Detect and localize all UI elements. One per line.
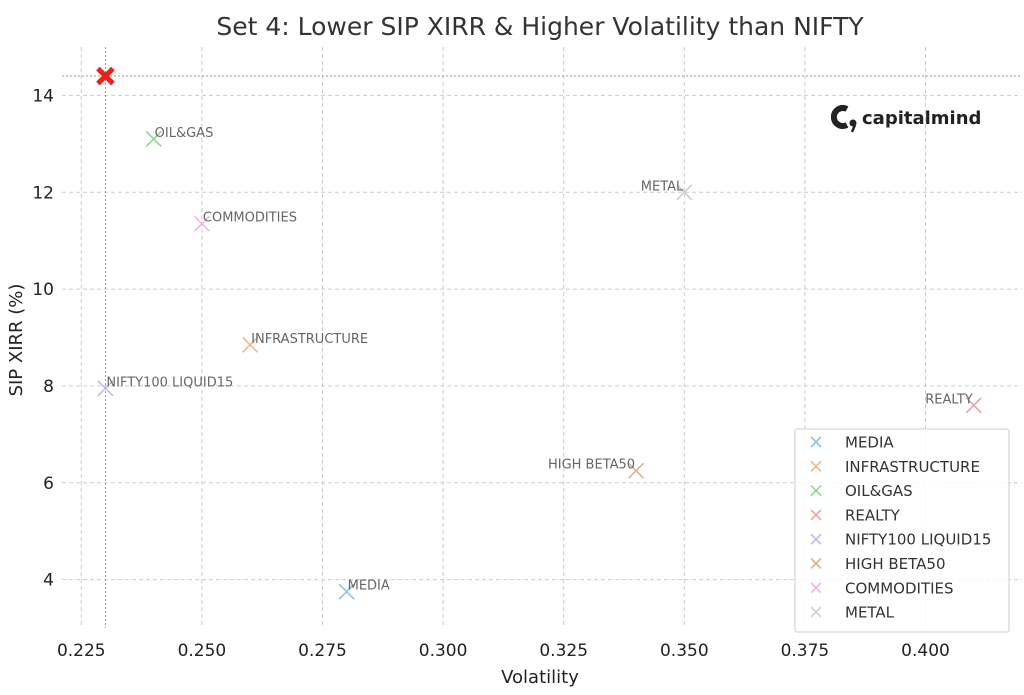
legend: MEDIA INFRASTRUCTURE OIL&GAS REALTY NIFTY100… [794, 428, 1010, 633]
y-tick-label: 8 [43, 377, 54, 397]
legend-label: REALTY [845, 506, 901, 524]
x-tick-label: 0.325 [539, 641, 588, 661]
x-tick-label: 0.250 [178, 641, 227, 661]
x-tick-label: 0.225 [57, 641, 106, 661]
x-tick-label: 0.300 [419, 641, 468, 661]
point-label: HIGH BETA50 [548, 458, 635, 473]
point-label: OIL&GAS [155, 126, 214, 141]
data-point-marker [242, 336, 259, 353]
legend-label: COMMODITIES [845, 579, 954, 597]
legend-item: INFRASTRUCTURE [810, 458, 980, 476]
legend-label: NIFTY100 LIQUID15 [845, 531, 991, 549]
y-tick-label: 12 [32, 183, 54, 203]
point-labels: MEDIA INFRASTRUCTURE OIL&GAS REALTY NIFTY100… [106, 126, 972, 594]
legend-item: METAL [810, 604, 895, 622]
legend-marker [810, 582, 822, 594]
x-axis-label: Volatility [501, 667, 579, 688]
legend-label: HIGH BETA50 [845, 555, 946, 573]
x-tick-label: 0.350 [660, 641, 709, 661]
legend-marker [810, 485, 822, 497]
data-point-marker [338, 583, 355, 600]
y-tick-label: 6 [43, 474, 54, 494]
y-tick-label: 14 [32, 86, 54, 106]
legend-item: HIGH BETA50 [810, 555, 946, 573]
point-label: REALTY [925, 392, 973, 407]
legend-marker [810, 509, 822, 521]
data-point-marker [676, 184, 693, 201]
legend-marker [810, 436, 822, 448]
legend-box [794, 428, 1010, 633]
y-tick-labels: 4 6 8 10 12 14 [32, 86, 54, 590]
x-tick-label: 0.375 [781, 641, 830, 661]
legend-label: OIL&GAS [845, 482, 913, 500]
data-point-marker [628, 462, 645, 479]
y-tick-label: 10 [32, 280, 54, 300]
reference-marker [96, 66, 115, 86]
x-tick-labels: 0.225 0.250 0.275 0.300 0.325 0.350 0.375 0.400 [57, 641, 950, 661]
legend-marker [810, 606, 822, 618]
brand-logo: capitalmind [830, 105, 981, 133]
legend-item: MEDIA [810, 434, 894, 452]
data-point-marker [193, 215, 210, 232]
legend-item: COMMODITIES [810, 579, 954, 597]
data-points [96, 66, 982, 600]
capitalmind-logo-icon [830, 105, 857, 133]
legend-label: METAL [845, 604, 895, 622]
brand-name: capitalmind [862, 108, 981, 129]
reference-lines [62, 47, 1022, 628]
y-axis-label: SIP XIRR (%) [6, 284, 27, 397]
data-point-marker [145, 130, 162, 148]
legend-item: REALTY [810, 506, 901, 524]
x-tick-label: 0.275 [298, 641, 347, 661]
chart-title: Set 4: Lower SIP XIRR & Higher Volatilit… [216, 12, 864, 41]
legend-label: INFRASTRUCTURE [845, 458, 980, 476]
legend-marker [810, 557, 822, 570]
data-point-marker [965, 397, 982, 414]
y-tick-label: 4 [43, 571, 54, 591]
x-tick-label: 0.400 [901, 641, 950, 661]
legend-marker [810, 460, 822, 472]
point-label: NIFTY100 LIQUID15 [106, 375, 233, 390]
data-point-marker [97, 380, 114, 397]
point-label: INFRASTRUCTURE [251, 332, 368, 347]
point-label: METAL [641, 179, 684, 194]
legend-item: OIL&GAS [810, 482, 913, 500]
legend-item: NIFTY100 LIQUID15 [810, 531, 991, 549]
point-label: COMMODITIES [203, 211, 297, 226]
legend-label: MEDIA [845, 434, 894, 452]
legend-marker [810, 533, 822, 545]
point-label: MEDIA [348, 579, 390, 594]
